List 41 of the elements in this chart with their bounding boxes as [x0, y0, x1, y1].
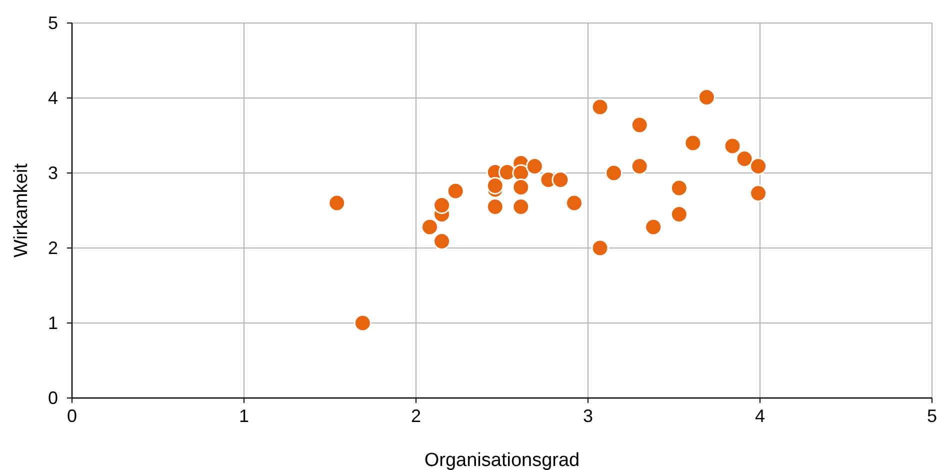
point	[486, 198, 504, 216]
x-axis-title: Organisationsgrad	[424, 450, 580, 470]
point	[750, 184, 768, 202]
point	[644, 218, 662, 236]
y-tick-label: 0	[48, 388, 58, 408]
point	[605, 164, 623, 182]
point	[630, 116, 648, 134]
point	[512, 198, 530, 216]
y-tick-label: 1	[48, 313, 58, 333]
y-axis-title: Wirkamkeit	[11, 162, 32, 258]
point	[421, 218, 439, 236]
x-tick-label: 0	[66, 406, 78, 426]
point	[512, 178, 530, 196]
point	[591, 98, 609, 116]
point	[670, 179, 688, 197]
point	[552, 171, 570, 188]
point	[565, 194, 583, 212]
y-tick-label: 2	[48, 238, 58, 258]
point	[750, 158, 768, 175]
x-tick-label: 2	[410, 406, 422, 426]
point	[354, 314, 372, 332]
y-tick-label: 3	[48, 163, 58, 183]
point	[684, 134, 702, 152]
point	[724, 137, 742, 155]
point	[328, 194, 346, 212]
point	[670, 206, 688, 223]
point	[630, 158, 648, 175]
y-tick-label: 4	[48, 88, 58, 108]
y-tick-label: 5	[48, 13, 58, 33]
point	[526, 158, 544, 175]
point	[698, 88, 716, 106]
x-tick-label: 3	[582, 406, 594, 426]
point	[736, 150, 754, 168]
point	[433, 196, 451, 214]
point	[486, 177, 504, 194]
point	[591, 239, 609, 257]
point	[433, 232, 451, 250]
x-tick-label: 4	[754, 406, 766, 426]
x-tick-label: 5	[926, 406, 938, 426]
point	[446, 182, 464, 200]
x-tick-label: 1	[238, 406, 250, 426]
